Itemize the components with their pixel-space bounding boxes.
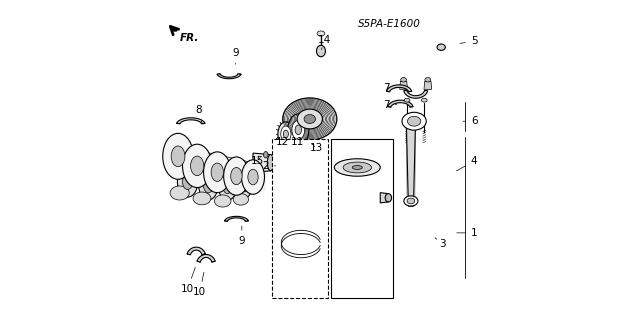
Polygon shape [191, 162, 214, 189]
Ellipse shape [292, 120, 305, 139]
Text: 11: 11 [291, 137, 303, 147]
Polygon shape [187, 247, 205, 255]
Polygon shape [177, 118, 205, 124]
Text: 1: 1 [457, 228, 477, 238]
Ellipse shape [407, 198, 415, 204]
Ellipse shape [163, 133, 193, 179]
Ellipse shape [317, 45, 325, 57]
Text: 15: 15 [251, 156, 264, 166]
Ellipse shape [223, 157, 249, 195]
Ellipse shape [425, 78, 431, 82]
Ellipse shape [182, 174, 193, 189]
Polygon shape [171, 153, 195, 185]
Polygon shape [404, 90, 428, 98]
Ellipse shape [437, 44, 445, 50]
Text: 3: 3 [435, 238, 446, 249]
Text: 9: 9 [239, 226, 245, 246]
Ellipse shape [284, 130, 289, 138]
Polygon shape [232, 173, 248, 189]
Ellipse shape [283, 98, 337, 140]
Ellipse shape [268, 155, 274, 171]
Polygon shape [217, 74, 241, 79]
Ellipse shape [408, 116, 420, 126]
Ellipse shape [334, 159, 380, 176]
Ellipse shape [177, 167, 198, 197]
Text: 8: 8 [195, 105, 202, 123]
Text: 7: 7 [383, 100, 397, 110]
Text: 10: 10 [193, 272, 206, 297]
Ellipse shape [214, 195, 231, 207]
Bar [331, 139, 394, 298]
Ellipse shape [182, 144, 212, 188]
Ellipse shape [297, 109, 323, 129]
Polygon shape [387, 85, 412, 92]
Text: S5PA-E1600: S5PA-E1600 [358, 19, 421, 29]
Ellipse shape [199, 171, 218, 200]
Text: 2: 2 [262, 161, 276, 171]
Text: 5: 5 [460, 36, 477, 47]
Ellipse shape [240, 180, 248, 192]
Polygon shape [197, 255, 215, 262]
Ellipse shape [223, 180, 232, 194]
Polygon shape [424, 81, 431, 89]
Ellipse shape [204, 152, 231, 193]
Ellipse shape [191, 156, 204, 176]
Ellipse shape [352, 166, 362, 169]
Text: 7: 7 [383, 83, 396, 93]
Ellipse shape [248, 169, 258, 185]
Ellipse shape [385, 194, 392, 202]
Polygon shape [400, 81, 408, 89]
Ellipse shape [230, 167, 242, 185]
Text: 6: 6 [463, 116, 477, 126]
Polygon shape [388, 100, 413, 107]
Ellipse shape [343, 162, 372, 173]
Text: 10: 10 [181, 267, 195, 294]
Polygon shape [253, 153, 271, 172]
Ellipse shape [204, 179, 213, 193]
Ellipse shape [241, 160, 264, 194]
Text: 4: 4 [456, 156, 477, 171]
Text: FR.: FR. [180, 33, 200, 42]
Polygon shape [212, 169, 233, 190]
Ellipse shape [295, 125, 301, 135]
Text: 13: 13 [310, 143, 323, 153]
Polygon shape [380, 193, 388, 203]
Text: 12: 12 [276, 137, 289, 147]
Ellipse shape [404, 196, 418, 206]
Ellipse shape [264, 152, 268, 158]
Ellipse shape [281, 126, 291, 142]
Ellipse shape [422, 98, 427, 102]
Text: 9: 9 [232, 48, 239, 64]
Polygon shape [225, 216, 248, 221]
Text: 14: 14 [317, 35, 331, 49]
Ellipse shape [278, 122, 294, 146]
Ellipse shape [233, 194, 248, 205]
Ellipse shape [171, 146, 185, 167]
Ellipse shape [317, 31, 324, 36]
Ellipse shape [193, 192, 211, 205]
Ellipse shape [211, 163, 223, 182]
Ellipse shape [402, 112, 426, 130]
Ellipse shape [218, 174, 236, 200]
Ellipse shape [404, 98, 410, 102]
Ellipse shape [288, 114, 309, 146]
Ellipse shape [401, 78, 406, 82]
Ellipse shape [170, 186, 189, 200]
Ellipse shape [304, 115, 316, 123]
Ellipse shape [236, 173, 252, 198]
Bar [271, 139, 328, 298]
Polygon shape [170, 140, 266, 193]
Polygon shape [406, 121, 415, 206]
